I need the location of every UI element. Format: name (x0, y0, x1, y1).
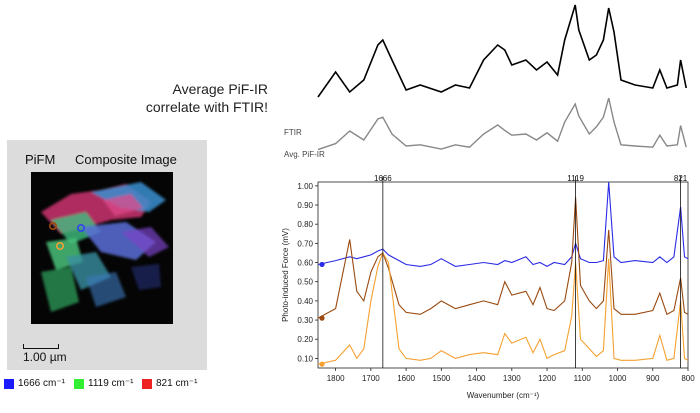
y-axis-label: Photo-induced Force (mV) (281, 228, 290, 322)
scale-bar (23, 344, 59, 349)
y-tick-label: 0.20 (297, 335, 313, 344)
composite-image (31, 172, 173, 324)
x-tick-label: 1300 (503, 374, 521, 383)
series-line-orange (317, 251, 689, 365)
headline-line-1: Average PiF-IR (172, 81, 268, 97)
peak-label-1666: 1666 (374, 174, 392, 183)
marker-orange (55, 242, 64, 251)
legend-label-1666: 1666 cm⁻¹ (18, 378, 65, 389)
x-axis-ticks: 1800 1700 1600 1500 1400 1300 1200 1100 1000 900 8… (327, 368, 695, 383)
legend-swatch-blue (4, 378, 14, 389)
y-tick-label: 0.70 (297, 239, 313, 248)
legend-swatch-red (142, 378, 152, 389)
legend-swatch-green (74, 378, 84, 389)
series-marker-blue (319, 261, 325, 268)
headline: Average PiF-IR correlate with FTIR! (100, 80, 268, 116)
x-tick-label: 1100 (574, 374, 592, 383)
ftir-comparison-chart: FTIR Avg. PiF-IR (284, 4, 687, 159)
panel-subtitle: Composite Image (75, 152, 177, 167)
plot-border (317, 181, 689, 369)
panel-title: PiFM (25, 152, 56, 167)
y-tick-label: 0.80 (297, 220, 313, 229)
x-tick-label: 900 (646, 374, 660, 383)
legend-label-1119: 1119 cm⁻¹ (88, 378, 134, 389)
series-line-blue (317, 181, 689, 268)
y-tick-label: 0.90 (297, 201, 313, 210)
y-tick-label: 0.10 (297, 354, 313, 363)
x-tick-label: 1800 (327, 374, 345, 383)
y-tick-label: 0.30 (297, 316, 313, 325)
x-axis-label: Wavenumber (cm⁻¹) (467, 391, 540, 400)
ftir-label: FTIR (284, 128, 302, 137)
ftir-line (317, 4, 687, 98)
legend-item-1119: 1119 cm⁻¹ (74, 378, 133, 389)
x-tick-label: 1200 (538, 374, 556, 383)
x-tick-label: 1600 (397, 374, 415, 383)
series-marker-orange (319, 361, 325, 367)
peak-label-1119: 1119 (567, 174, 584, 183)
series-line-brown (317, 197, 689, 319)
y-tick-label: 1.00 (297, 182, 313, 191)
avg-pif-ir-trace-group (317, 97, 687, 151)
spectra-series (317, 181, 689, 367)
legend-item-821: 821 cm⁻¹ (142, 378, 197, 389)
marker-blue (76, 223, 85, 232)
y-tick-label: 0.60 (297, 259, 313, 268)
y-tick-label: 0.50 (297, 278, 313, 287)
peak-label-821: 821 (674, 174, 688, 183)
avg-pif-ir-label: Avg. PiF-IR (284, 150, 325, 159)
legend-item-1666: 1666 cm⁻¹ (4, 378, 65, 389)
ftir-trace-group (317, 4, 687, 98)
marker-brown (48, 221, 57, 230)
x-tick-label: 800 (681, 374, 695, 383)
x-tick-label: 1500 (432, 374, 450, 383)
peak-markers: 1666 1119 821 (374, 174, 688, 368)
composite-image-graphic (41, 182, 169, 312)
series-marker-brown (319, 315, 325, 321)
pif-ir-spectra-chart: 0.10 0.20 0.30 0.40 0.50 0.60 0.70 0.80 0.90 1.00… (281, 174, 695, 400)
scale-bar-label: 1.00 µm (23, 350, 67, 364)
y-tick-label: 0.40 (297, 297, 313, 306)
headline-line-2: correlate with FTIR! (145, 99, 268, 115)
legend-label-821: 821 cm⁻¹ (156, 378, 198, 389)
x-tick-label: 1700 (362, 374, 380, 383)
x-tick-label: 1400 (468, 374, 486, 383)
y-axis-ticks: 0.10 0.20 0.30 0.40 0.50 0.60 0.70 0.80 0.90 1.00 (297, 182, 318, 363)
x-tick-label: 1000 (609, 374, 627, 383)
plot-frame (317, 181, 689, 369)
pifm-image-panel: PiFM Composite Image (7, 140, 207, 370)
avg-pif-ir-line (317, 97, 687, 151)
